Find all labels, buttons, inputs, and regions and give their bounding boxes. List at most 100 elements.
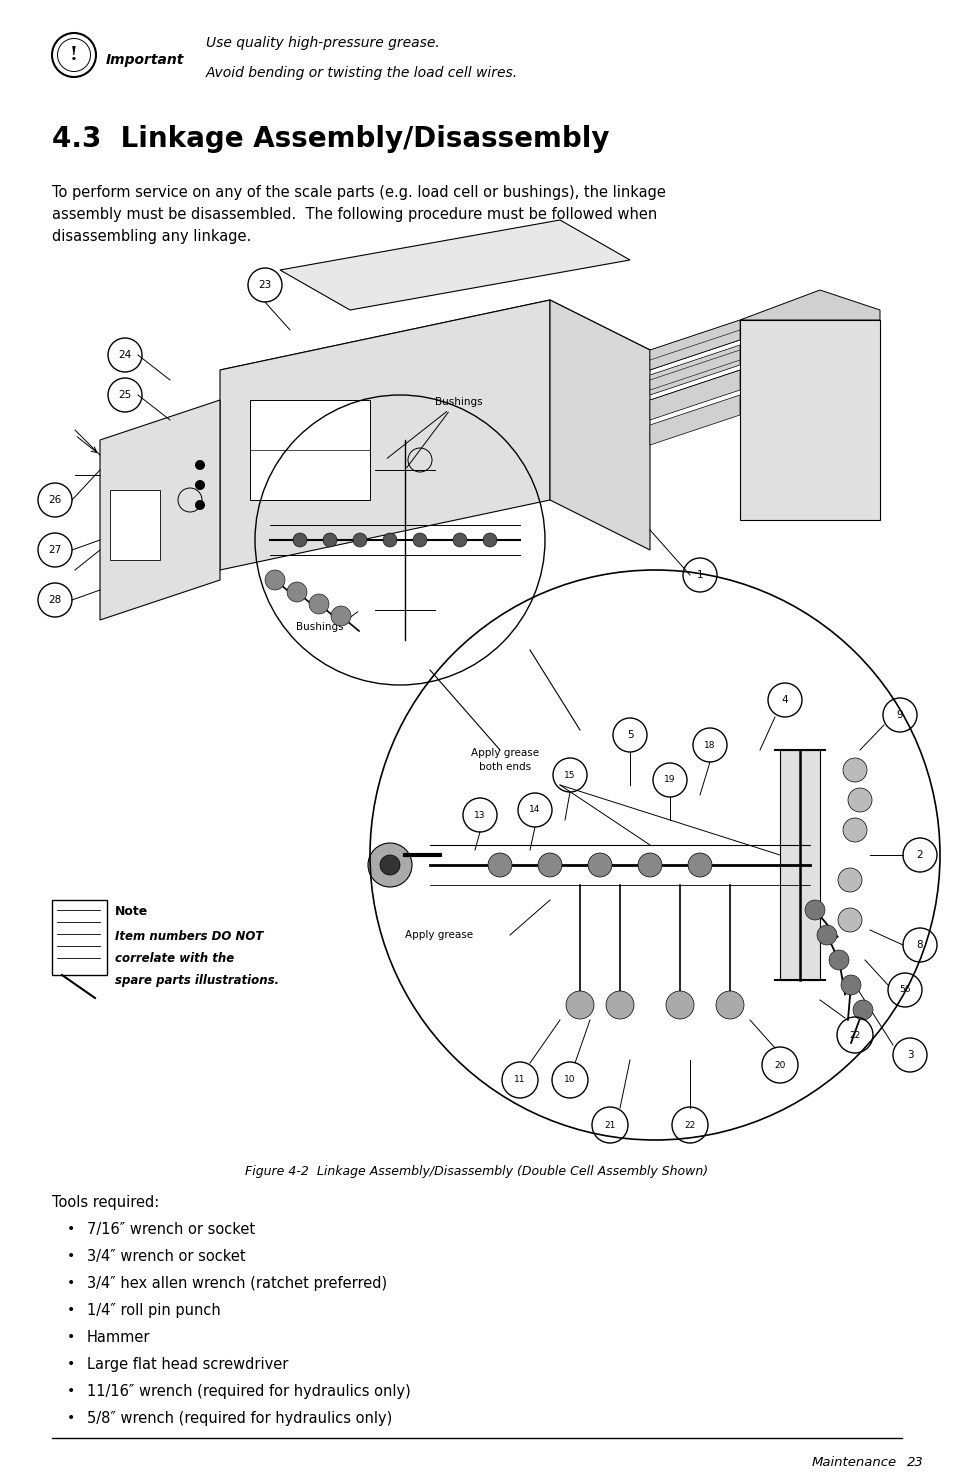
Text: 23: 23: [906, 1456, 923, 1469]
Text: 4: 4: [781, 695, 787, 705]
FancyBboxPatch shape: [780, 749, 820, 979]
FancyBboxPatch shape: [110, 490, 160, 560]
Circle shape: [565, 991, 594, 1019]
Circle shape: [379, 855, 399, 875]
Polygon shape: [649, 320, 740, 370]
Text: 11/16″ wrench (required for hydraulics only): 11/16″ wrench (required for hydraulics o…: [87, 1384, 411, 1398]
Text: Bushings: Bushings: [295, 622, 343, 631]
Text: Use quality high-pressure grease.: Use quality high-pressure grease.: [206, 35, 439, 50]
Text: disassembling any linkage.: disassembling any linkage.: [52, 229, 251, 243]
Circle shape: [287, 583, 307, 602]
FancyBboxPatch shape: [52, 900, 107, 975]
Text: 19: 19: [663, 776, 675, 785]
Text: 1: 1: [696, 569, 702, 580]
Circle shape: [293, 532, 307, 547]
Polygon shape: [649, 370, 740, 420]
Circle shape: [194, 460, 205, 471]
Circle shape: [323, 532, 336, 547]
Text: Figure 4-2  Linkage Assembly/Disassembly (Double Cell Assembly Shown): Figure 4-2 Linkage Assembly/Disassembly …: [245, 1165, 708, 1179]
Text: 22: 22: [848, 1031, 860, 1040]
Text: •: •: [67, 1357, 75, 1370]
Circle shape: [482, 532, 497, 547]
Polygon shape: [280, 220, 629, 310]
Text: Tools required:: Tools required:: [52, 1195, 159, 1209]
Text: Item numbers DO NOT: Item numbers DO NOT: [115, 931, 263, 943]
Text: 3/4″ hex allen wrench (ratchet preferred): 3/4″ hex allen wrench (ratchet preferred…: [87, 1276, 387, 1291]
Circle shape: [413, 532, 427, 547]
Circle shape: [687, 853, 711, 878]
Text: 13: 13: [474, 810, 485, 820]
Text: 27: 27: [49, 544, 62, 555]
Text: Apply grease: Apply grease: [405, 931, 473, 940]
Polygon shape: [740, 320, 879, 521]
Text: •: •: [67, 1412, 75, 1425]
Circle shape: [841, 975, 861, 996]
Circle shape: [605, 991, 634, 1019]
Polygon shape: [649, 345, 740, 395]
Polygon shape: [550, 299, 649, 550]
Text: !: !: [70, 46, 78, 63]
Text: 4.3  Linkage Assembly/Disassembly: 4.3 Linkage Assembly/Disassembly: [52, 125, 609, 153]
Text: 1/4″ roll pin punch: 1/4″ roll pin punch: [87, 1302, 220, 1319]
Circle shape: [665, 991, 693, 1019]
Text: Hammer: Hammer: [87, 1330, 151, 1345]
Circle shape: [537, 853, 561, 878]
Text: •: •: [67, 1330, 75, 1344]
Polygon shape: [740, 291, 879, 320]
Text: assembly must be disassembled.  The following procedure must be followed when: assembly must be disassembled. The follo…: [52, 207, 657, 223]
Text: •: •: [67, 1249, 75, 1263]
Polygon shape: [100, 400, 220, 620]
Polygon shape: [649, 395, 740, 445]
Circle shape: [368, 844, 412, 886]
Circle shape: [837, 867, 862, 892]
Text: correlate with the: correlate with the: [115, 951, 234, 965]
Circle shape: [488, 853, 512, 878]
Polygon shape: [220, 299, 649, 420]
Text: 10: 10: [563, 1075, 576, 1084]
Text: 2: 2: [916, 850, 923, 860]
FancyBboxPatch shape: [250, 400, 370, 500]
Text: 3/4″ wrench or socket: 3/4″ wrench or socket: [87, 1249, 245, 1264]
Text: •: •: [67, 1384, 75, 1398]
Text: 23: 23: [258, 280, 272, 291]
Circle shape: [828, 950, 848, 971]
Circle shape: [331, 606, 351, 625]
Text: 25: 25: [118, 389, 132, 400]
Text: 26: 26: [49, 496, 62, 504]
Text: 8: 8: [916, 940, 923, 950]
Text: •: •: [67, 1302, 75, 1317]
Polygon shape: [220, 299, 550, 569]
Circle shape: [638, 853, 661, 878]
Circle shape: [382, 532, 396, 547]
Text: 24: 24: [118, 350, 132, 360]
Text: 5: 5: [626, 730, 633, 740]
Text: 56: 56: [899, 985, 910, 994]
Text: 3: 3: [905, 1050, 912, 1061]
Text: 22: 22: [683, 1121, 695, 1130]
Text: Avoid bending or twisting the load cell wires.: Avoid bending or twisting the load cell …: [206, 66, 517, 80]
Text: To perform service on any of the scale parts (e.g. load cell or bushings), the l: To perform service on any of the scale p…: [52, 184, 665, 201]
Circle shape: [194, 479, 205, 490]
Text: 9: 9: [896, 709, 902, 720]
Circle shape: [847, 788, 871, 813]
Text: 11: 11: [514, 1075, 525, 1084]
Circle shape: [716, 991, 743, 1019]
Text: 21: 21: [603, 1121, 615, 1130]
Circle shape: [587, 853, 612, 878]
Text: Apply grease
both ends: Apply grease both ends: [471, 748, 538, 771]
Circle shape: [804, 900, 824, 920]
Circle shape: [309, 594, 329, 614]
Text: •: •: [67, 1276, 75, 1291]
Text: Bushings: Bushings: [387, 397, 482, 459]
Text: Note: Note: [115, 906, 148, 917]
Text: Maintenance: Maintenance: [811, 1456, 896, 1469]
Text: 14: 14: [529, 805, 540, 814]
Circle shape: [265, 569, 285, 590]
Text: 15: 15: [563, 770, 576, 779]
Circle shape: [837, 909, 862, 932]
Text: spare parts illustrations.: spare parts illustrations.: [115, 974, 279, 987]
Circle shape: [816, 925, 836, 945]
Circle shape: [453, 532, 467, 547]
Text: •: •: [67, 1221, 75, 1236]
Circle shape: [842, 758, 866, 782]
